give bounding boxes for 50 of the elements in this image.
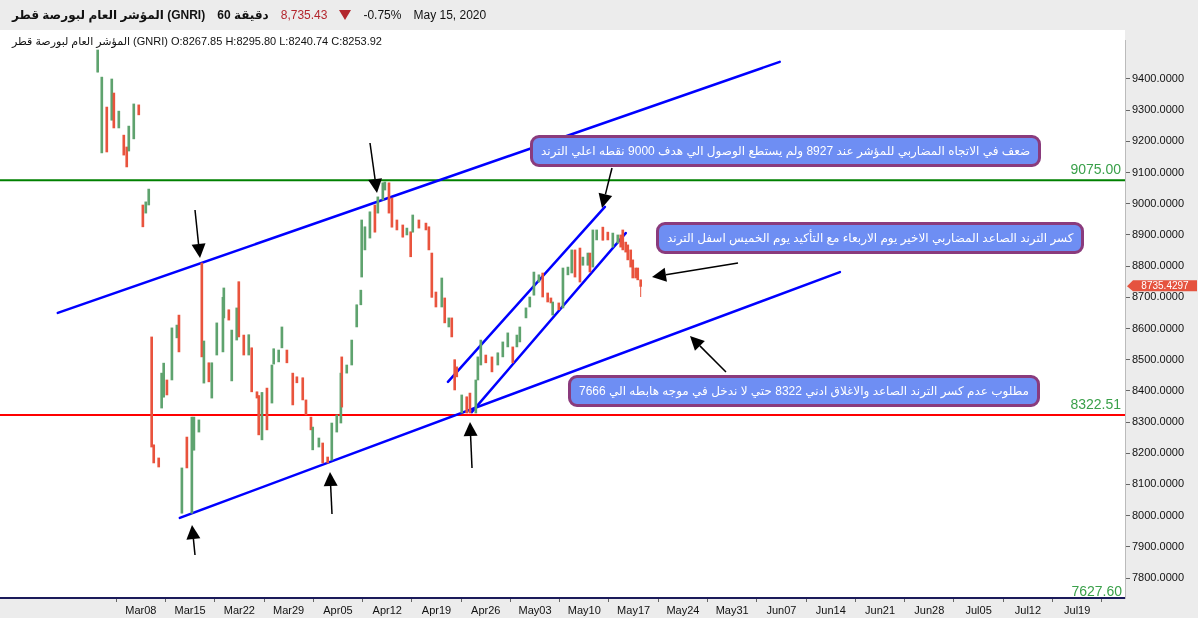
chart-subtitle: المؤشر العام لبورصة قطر (GNRI) O:8267.85 H:8295.80 L:8240.74 C:8253.92	[12, 35, 382, 48]
y-tick-label: 8100.0000	[1132, 477, 1184, 490]
x-tick-label: Jun14	[815, 603, 846, 616]
ref-line-label: 8322.51	[1070, 395, 1122, 412]
x-tick-label: Mar29	[273, 603, 305, 616]
annotation: مطلوب عدم كسر الترند الصاعد والاغلاق ادني 8322 حتي لا ندخل في موجه هابطه الي 7666	[568, 375, 1041, 407]
annotation: 7627.60	[1071, 583, 1122, 599]
y-tick-label: 8900.0000	[1132, 227, 1184, 240]
x-tick-label: Apr19	[421, 603, 452, 616]
y-tick-label: 8000.0000	[1132, 508, 1184, 521]
x-tick-label: Jun21	[865, 603, 896, 616]
annotation: كسر الترند الصاعد المضاربي الاخير يوم الاربعاء مع التأكيد يوم الخميس اسفل الترند	[656, 222, 1085, 254]
x-tick-label: Mar15	[174, 603, 206, 616]
x-tick-label: Jun28	[914, 603, 945, 616]
y-tick-label: 7800.0000	[1132, 571, 1184, 584]
x-tick-label: May31	[715, 603, 749, 616]
y-tick-label: 9000.0000	[1132, 196, 1184, 209]
x-tick-label: May10	[567, 603, 601, 616]
y-tick-label: 8500.0000	[1132, 352, 1184, 365]
y-tick-label: 8400.0000	[1132, 383, 1184, 396]
y-tick-label: 9200.0000	[1132, 134, 1184, 147]
chart-title: المؤشر العام لبورصة قطر (GNRI)	[12, 8, 206, 22]
x-tick-label: Apr26	[471, 603, 501, 616]
x-tick-label: Jul05	[965, 603, 992, 616]
text: -0.75%	[363, 8, 402, 22]
x-tick-label: Mar08	[125, 603, 157, 616]
x-tick-label: Apr12	[372, 603, 402, 616]
x-tick-label: May17	[617, 603, 651, 616]
text: May 15, 2020	[413, 8, 487, 22]
x-tick-label: May24	[666, 603, 700, 616]
ref-line-label: 9075.00	[1070, 161, 1122, 178]
y-tick-label: 9300.0000	[1132, 103, 1184, 116]
y-tick-label: 8700.0000	[1132, 290, 1184, 303]
x-tick-label: May03	[518, 603, 552, 616]
x-tick-label: Mar22	[223, 603, 255, 616]
y-tick-label: 8600.0000	[1132, 321, 1184, 334]
y-tick-label: 9100.0000	[1132, 165, 1184, 178]
x-tick-label: Jul19	[1064, 603, 1091, 616]
x-tick-label: Apr05	[323, 603, 353, 616]
y-tick-label: 7900.0000	[1132, 539, 1184, 552]
annotation: ضعف في الاتجاه المضاربي للمؤشر عند 8927 ولم يستطع الوصول الي هدف 9000 نقطه اعلي الترند	[530, 135, 1042, 167]
y-tick-label: 8800.0000	[1132, 259, 1184, 272]
text: 8,735.43	[280, 8, 328, 22]
text: 60 دقيقة	[217, 8, 269, 22]
text: 8735.4297	[1141, 280, 1190, 292]
y-tick-label: 8300.0000	[1132, 415, 1184, 428]
y-tick-label: 9400.0000	[1132, 72, 1184, 85]
x-tick-label: Jun07	[766, 603, 797, 616]
y-tick-label: 8200.0000	[1132, 446, 1184, 459]
x-tick-label: Jul12	[1014, 603, 1042, 616]
